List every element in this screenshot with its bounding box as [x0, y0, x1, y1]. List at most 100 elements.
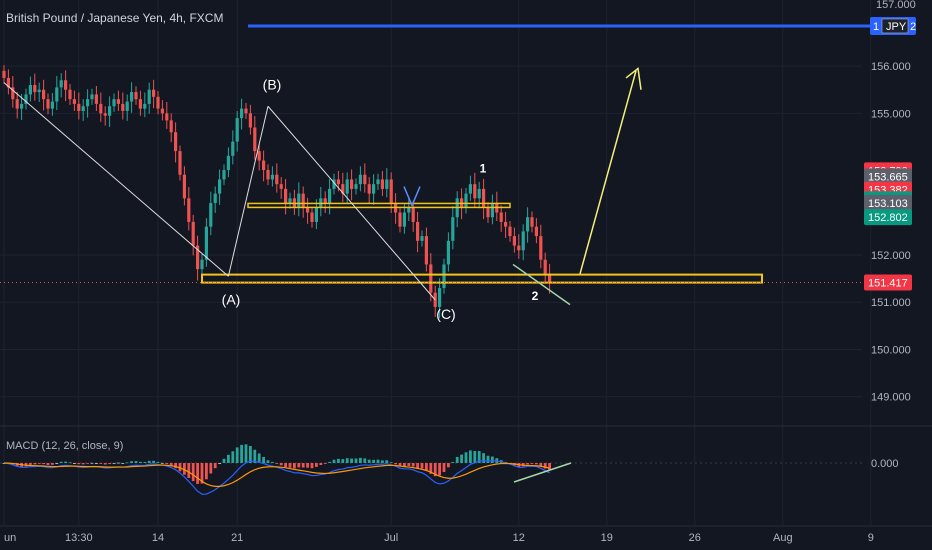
support-zone: [201, 273, 763, 284]
macd-histogram-bar: [117, 462, 120, 464]
candle-body: [130, 92, 134, 102]
macd-histogram-bar: [279, 463, 283, 466]
macd-histogram-bar: [447, 463, 450, 468]
candle-body: [68, 89, 72, 100]
candle-body: [262, 160, 266, 170]
macd-histogram-bar: [271, 461, 274, 463]
candle-body: [521, 231, 525, 251]
macd-histogram-bar: [103, 463, 107, 465]
macd-histogram-bar: [486, 455, 490, 463]
price-tick-label: 151.000: [871, 297, 911, 309]
candle-body: [209, 203, 213, 227]
candle-body: [438, 288, 442, 307]
macd-histogram-bar: [455, 456, 459, 463]
candle-body: [28, 85, 32, 95]
candle-body: [402, 212, 406, 227]
candle-body: [429, 264, 433, 293]
blue-level-tag-left: 1: [873, 21, 879, 33]
projection-arrow-line: [579, 70, 637, 275]
candle-body: [160, 108, 164, 114]
macd-histogram-bar: [451, 461, 455, 463]
macd-histogram-bar: [543, 463, 547, 469]
macd-histogram-bar: [73, 463, 76, 464]
macd-histogram-bar: [249, 445, 252, 463]
candle-body: [213, 193, 217, 204]
macd-histogram-bar: [42, 463, 45, 465]
macd-histogram-bar: [213, 463, 217, 469]
macd-histogram-bar: [55, 463, 59, 464]
candle-body: [42, 89, 46, 100]
wave-line: [267, 105, 436, 301]
candle-body: [275, 174, 279, 185]
candle-body: [64, 80, 68, 90]
macd-histogram-bar: [473, 450, 477, 463]
candle-body: [204, 226, 208, 260]
time-tick-label: 21: [231, 532, 243, 544]
price-tag: [864, 194, 912, 211]
candle-body: [526, 217, 530, 232]
drawings-group: (B) (A) (C) 1 2: [0, 24, 876, 322]
candle-body: [235, 118, 239, 142]
price-tags: 153.793153.665153.382153.181153.103152.8…: [864, 16, 916, 291]
green-trendline: [512, 263, 571, 306]
macd-histogram-bar: [288, 463, 292, 468]
macd-histogram-bar: [187, 463, 191, 479]
time-tick-label: un: [4, 532, 16, 544]
candle-body: [341, 184, 345, 194]
macd-histogram-bar: [275, 463, 279, 464]
macd-histogram-bar: [319, 463, 323, 466]
candle-body: [530, 217, 534, 227]
price-tick-label: 155.000: [871, 108, 911, 120]
macd-histogram-bar: [99, 463, 103, 464]
candle-body: [490, 203, 494, 218]
candle-body: [121, 103, 125, 111]
time-tick-label: 14: [152, 532, 164, 544]
candle-body: [156, 96, 160, 109]
price-tag-label: 151.417: [868, 278, 908, 290]
wave-label: (A): [222, 292, 241, 308]
macd-histogram-bar: [306, 463, 309, 468]
candle-body: [358, 174, 362, 185]
candle-body: [55, 87, 59, 102]
candle-body: [389, 179, 393, 204]
blue-marker: [403, 186, 421, 208]
macd-histogram-bar: [68, 462, 72, 464]
candle-body: [407, 207, 411, 213]
macd-histogram-bar: [222, 458, 226, 463]
candle-body: [279, 184, 283, 189]
candle-body: [152, 89, 156, 97]
candle-body: [222, 170, 226, 180]
macd-histogram-bar: [95, 463, 98, 464]
macd-histogram-bar: [178, 463, 182, 472]
macd-axis-label: 0.000: [871, 458, 899, 470]
candle-body: [543, 259, 547, 274]
macd-histogram-bar: [354, 458, 358, 463]
price-tick-label: 150.000: [871, 344, 911, 356]
time-tick-label: 13:30: [65, 532, 93, 544]
macd-histogram-bar: [376, 459, 380, 463]
candle-body: [59, 80, 63, 88]
macd-histogram-bar: [539, 463, 543, 467]
macd-histogram-bar: [345, 458, 349, 463]
macd-histogram-bar: [416, 463, 419, 469]
candle-body: [451, 217, 455, 241]
macd-histogram-bar: [363, 458, 367, 463]
candle-body: [328, 188, 332, 204]
macd-histogram-bar: [398, 463, 402, 467]
candle-body: [464, 193, 468, 208]
macd-histogram-bar: [407, 463, 411, 466]
candle-body: [125, 101, 129, 111]
macd-histogram-bar: [227, 454, 230, 463]
candle-body: [226, 155, 230, 170]
candle-body: [363, 174, 367, 185]
candle-body: [297, 193, 301, 208]
candle-body: [94, 94, 98, 104]
candle-body: [200, 259, 204, 270]
macd-histogram-bar: [460, 454, 463, 463]
candle-body: [548, 273, 552, 283]
macd-histogram-bar: [125, 462, 129, 464]
macd-histogram-bar: [297, 463, 301, 468]
candle-body: [345, 179, 349, 194]
candle-body: [266, 170, 270, 180]
